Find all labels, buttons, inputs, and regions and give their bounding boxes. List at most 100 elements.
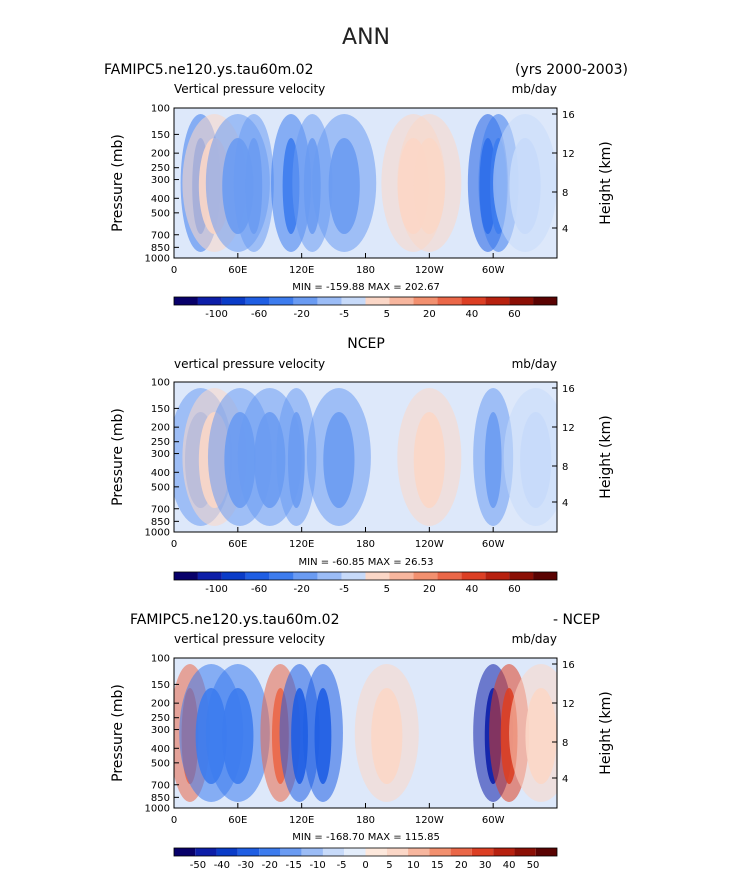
pressure-tick-label: 300: [151, 725, 170, 736]
colorbar-swatch: [389, 297, 414, 305]
contour-core: [525, 688, 557, 784]
y-axis-right-label: Height (km): [598, 691, 614, 774]
colorbar-swatch: [269, 297, 294, 305]
pressure-tick-label: 400: [151, 468, 170, 479]
contour-core: [245, 138, 263, 234]
lon-tick-label: 60W: [482, 815, 505, 826]
lon-tick-label: 60E: [228, 539, 247, 550]
colorbar-swatch: [471, 848, 494, 856]
lon-tick-label: 180: [356, 815, 375, 826]
pressure-tick-label: 1000: [145, 254, 170, 265]
panel-title: FAMIPC5.ne120.ys.tau60m.02: [104, 62, 313, 78]
pressure-tick-label: 300: [151, 449, 170, 460]
lon-tick-label: 60W: [482, 539, 505, 550]
colorbar-tick-label: -20: [262, 860, 278, 871]
pressure-tick-label: 700: [151, 780, 170, 791]
lon-tick-label: 60W: [482, 265, 505, 276]
units-label: mb/day: [512, 82, 557, 96]
colorbar-swatch: [293, 572, 318, 580]
pressure-tick-label: 400: [151, 194, 170, 205]
contour-core: [323, 412, 355, 508]
contour-core: [509, 138, 541, 234]
colorbar-swatch: [514, 848, 536, 856]
colorbar-tick-label: 0: [362, 860, 368, 871]
lon-tick-label: 180: [356, 539, 375, 550]
lon-tick-label: 0: [171, 815, 177, 826]
colorbar-swatch: [280, 848, 302, 856]
colorbar-swatch: [174, 848, 196, 856]
colorbar-swatch: [237, 848, 260, 856]
contour-core: [328, 138, 360, 234]
lon-tick-label: 60E: [228, 815, 247, 826]
height-tick-label: 8: [562, 188, 568, 199]
colorbar-swatch: [389, 572, 414, 580]
colorbar-frame: [173, 847, 558, 857]
colorbar-swatch: [344, 848, 366, 856]
colorbar-swatch: [174, 572, 198, 580]
colorbar-swatch: [301, 848, 323, 856]
pressure-tick-label: 700: [151, 230, 170, 241]
colorbar-tick-label: 10: [407, 860, 420, 871]
pressure-tick-label: 850: [151, 517, 170, 528]
colorbar-swatch: [485, 572, 510, 580]
height-tick-label: 16: [562, 384, 575, 395]
colorbar-tick-label: -40: [214, 860, 230, 871]
colorbar-swatch: [437, 297, 462, 305]
colorbar-swatch: [533, 297, 557, 305]
colorbar: -100 -60 -20 -5 5 20 40 60: [173, 296, 558, 320]
variable-label: Vertical pressure velocity: [174, 82, 325, 96]
colorbar-swatch: [365, 297, 390, 305]
colorbar-swatch: [413, 297, 438, 305]
colorbar-swatch: [485, 297, 510, 305]
pressure-tick-label: 250: [151, 163, 170, 174]
lon-tick-label: 120W: [415, 539, 444, 550]
y-axis-label: Pressure (mb): [110, 134, 126, 232]
contour-core: [413, 138, 445, 234]
panel-title: FAMIPC5.ne120.ys.tau60m.02: [130, 612, 339, 628]
colorbar-swatch: [245, 297, 270, 305]
pressure-tick-label: 200: [151, 423, 170, 434]
colorbar-swatch: [365, 848, 387, 856]
contour-layer: [174, 388, 557, 526]
colorbar-tick-label: 60: [508, 584, 521, 595]
colorbar-tick-label: -20: [293, 309, 309, 320]
colorbar-swatch: [322, 848, 345, 856]
pressure-tick-label: 250: [151, 713, 170, 724]
pressure-tick-label: 500: [151, 208, 170, 219]
colorbar-swatch: [450, 848, 472, 856]
y-axis-label: Pressure (mb): [110, 684, 126, 782]
pressure-tick-label: 1000: [145, 528, 170, 539]
height-tick-label: 8: [562, 738, 568, 749]
colorbar-swatch: [341, 572, 366, 580]
colorbar-tick-label: 30: [479, 860, 492, 871]
height-tick-label: 12: [562, 699, 575, 710]
colorbar-tick-label: 50: [527, 860, 540, 871]
pressure-tick-label: 100: [151, 378, 170, 389]
pressure-tick-label: 300: [151, 175, 170, 186]
colorbar-tick-label: -10: [309, 860, 325, 871]
colorbar-swatch: [365, 572, 390, 580]
contour-core: [371, 688, 403, 784]
height-tick-label: 4: [562, 224, 568, 235]
colorbar-tick-label: -5: [339, 309, 349, 320]
colorbar-swatch: [413, 572, 438, 580]
colorbar-tick-label: -5: [337, 860, 347, 871]
units-label: mb/day: [512, 632, 557, 646]
y-axis-right-label: Height (km): [598, 141, 614, 224]
colorbar-tick-label: 40: [466, 584, 479, 595]
colorbar-swatch: [317, 297, 342, 305]
variable-label: vertical pressure velocity: [174, 632, 325, 646]
pressure-tick-label: 150: [151, 680, 170, 691]
colorbar-swatch: [535, 848, 557, 856]
height-tick-label: 16: [562, 660, 575, 671]
colorbar-swatch: [221, 297, 246, 305]
lon-tick-label: 120E: [289, 539, 314, 550]
pressure-tick-label: 500: [151, 758, 170, 769]
min-max-stats: MIN = -159.88 MAX = 202.67: [292, 282, 440, 293]
colorbar-tick-label: 20: [423, 584, 436, 595]
contour-core: [291, 688, 308, 784]
lon-tick-label: 120E: [289, 815, 314, 826]
colorbar-tick-label: 15: [431, 860, 444, 871]
height-tick-label: 12: [562, 423, 575, 434]
